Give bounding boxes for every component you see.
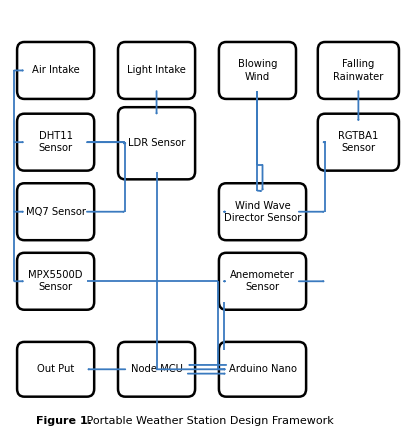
Text: Arduino Nano: Arduino Nano — [229, 364, 297, 374]
Text: Blowing
Wind: Blowing Wind — [238, 59, 277, 82]
Text: LDR Sensor: LDR Sensor — [128, 138, 185, 148]
Text: Portable Weather Station Design Framework: Portable Weather Station Design Framewor… — [83, 416, 334, 427]
FancyBboxPatch shape — [219, 42, 296, 99]
FancyBboxPatch shape — [318, 42, 399, 99]
FancyBboxPatch shape — [118, 42, 195, 99]
FancyBboxPatch shape — [118, 107, 195, 179]
Text: Out Put: Out Put — [37, 364, 74, 374]
Text: Falling
Rainwater: Falling Rainwater — [333, 59, 384, 82]
FancyBboxPatch shape — [17, 42, 94, 99]
FancyBboxPatch shape — [17, 342, 94, 396]
Text: Wind Wave
Director Sensor: Wind Wave Director Sensor — [224, 201, 301, 223]
Text: DHT11
Sensor: DHT11 Sensor — [39, 131, 73, 153]
FancyBboxPatch shape — [17, 183, 94, 240]
Text: Node MCU: Node MCU — [131, 364, 183, 374]
Text: RGTBA1
Sensor: RGTBA1 Sensor — [338, 131, 379, 153]
FancyBboxPatch shape — [219, 253, 306, 310]
Text: MQ7 Sensor: MQ7 Sensor — [26, 207, 86, 217]
Text: Figure 1.: Figure 1. — [36, 416, 92, 427]
Text: MPX5500D
Sensor: MPX5500D Sensor — [28, 270, 83, 292]
Text: Anemometer
Sensor: Anemometer Sensor — [230, 270, 295, 292]
FancyBboxPatch shape — [219, 183, 306, 240]
FancyBboxPatch shape — [219, 342, 306, 396]
Text: Light Intake: Light Intake — [127, 66, 186, 75]
FancyBboxPatch shape — [318, 114, 399, 171]
FancyBboxPatch shape — [17, 253, 94, 310]
FancyBboxPatch shape — [118, 342, 195, 396]
Text: Air Intake: Air Intake — [32, 66, 80, 75]
FancyBboxPatch shape — [17, 114, 94, 171]
